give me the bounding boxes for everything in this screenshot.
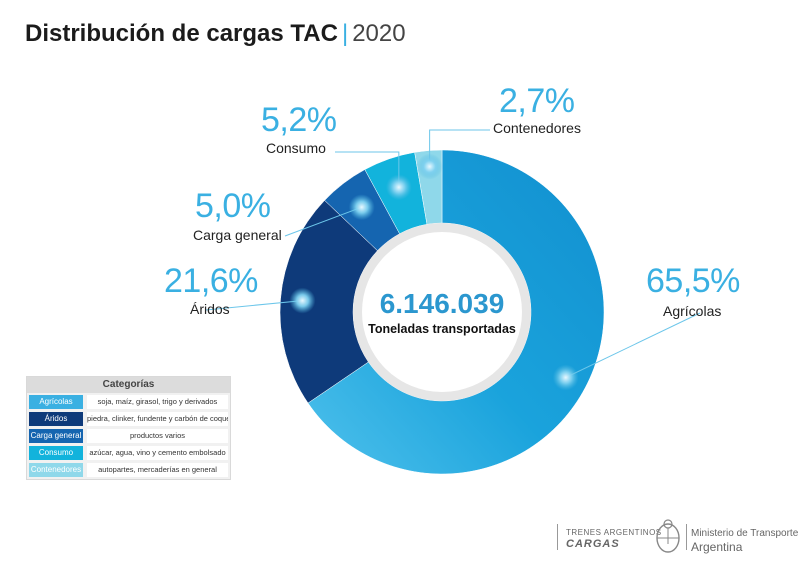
legend-swatch-aridos: Áridos bbox=[29, 411, 83, 426]
leader-line-carga-general bbox=[284, 206, 362, 237]
page-title: Distribución de cargas TAC | 2020 bbox=[25, 20, 406, 48]
category-label-aridos: Áridos bbox=[190, 301, 230, 317]
legend-row: Agrícolas soja, maíz, girasol, trigo y d… bbox=[27, 393, 230, 410]
category-label-consumo: Consumo bbox=[266, 140, 326, 156]
slice-marker-aridos bbox=[289, 287, 316, 314]
donut-hole bbox=[362, 232, 522, 392]
title-main: Distribución de cargas TAC bbox=[25, 20, 338, 47]
category-label-carga-general: Carga general bbox=[193, 227, 282, 243]
national-seal-icon bbox=[656, 519, 680, 553]
legend-row: Carga general productos varios bbox=[27, 427, 230, 444]
slice-marker-agricolas bbox=[552, 364, 579, 391]
legend-row: Consumo azúcar, agua, vino y cemento emb… bbox=[27, 444, 230, 461]
category-label-contenedores: Contenedores bbox=[493, 120, 581, 136]
value-label-contenedores: 2,7% bbox=[499, 82, 575, 120]
legend-swatch-consumo: Consumo bbox=[29, 445, 83, 460]
legend-table: Categorías Agrícolas soja, maíz, girasol… bbox=[26, 376, 231, 480]
title-year: 2020 bbox=[352, 20, 406, 47]
legend-row: Áridos piedra, clinker, fundente y carbó… bbox=[27, 410, 230, 427]
total-label: Toneladas transportadas bbox=[368, 322, 516, 336]
leader-line-aridos bbox=[205, 300, 303, 311]
footer-divider bbox=[686, 524, 687, 550]
legend-desc-contenedores: autopartes, mercaderías en general bbox=[87, 462, 228, 477]
footer-trenes-argentinos: TRENES ARGENTINOS bbox=[566, 528, 662, 537]
legend-desc-consumo: azúcar, agua, vino y cemento embolsado bbox=[87, 445, 228, 460]
slice-marker-contenedores bbox=[416, 153, 443, 180]
legend-row: Contenedores autopartes, mercaderías en … bbox=[27, 461, 230, 478]
value-label-agricolas: 65,5% bbox=[646, 262, 740, 300]
leader-line-agricolas bbox=[565, 312, 701, 378]
footer-cargas: CARGAS bbox=[566, 538, 620, 550]
footer-ministerio: Ministerio de Transporte bbox=[691, 528, 799, 539]
legend-desc-aridos: piedra, clinker, fundente y carbón de co… bbox=[87, 411, 228, 426]
footer-argentina: Argentina bbox=[691, 540, 743, 554]
value-label-consumo: 5,2% bbox=[261, 101, 337, 139]
legend-desc-agricolas: soja, maíz, girasol, trigo y derivados bbox=[87, 394, 228, 409]
slice-marker-carga-general bbox=[348, 194, 375, 221]
total-value: 6.146.039 bbox=[379, 288, 505, 319]
value-label-carga-general: 5,0% bbox=[195, 187, 271, 225]
legend-swatch-contenedores: Contenedores bbox=[29, 462, 83, 477]
footer-divider bbox=[557, 524, 558, 550]
title-separator: | bbox=[341, 20, 349, 47]
legend-desc-carga-general: productos varios bbox=[87, 428, 228, 443]
legend-title: Categorías bbox=[27, 377, 230, 393]
value-label-aridos: 21,6% bbox=[164, 262, 258, 300]
slice-marker-consumo bbox=[385, 174, 412, 201]
legend-swatch-agricolas: Agrícolas bbox=[29, 394, 83, 409]
category-label-agricolas: Agrícolas bbox=[663, 303, 722, 319]
legend-swatch-carga-general: Carga general bbox=[29, 428, 83, 443]
